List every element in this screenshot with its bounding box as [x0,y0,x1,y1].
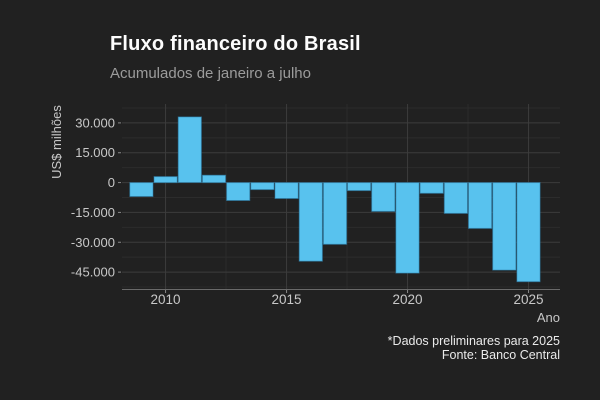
caption-preliminary-note: *Dados preliminares para 2025 [387,334,560,348]
bar-2015 [274,182,299,200]
bar-2019 [371,182,396,212]
bar-2024 [492,182,517,271]
bar-2011 [177,116,202,183]
bar-2025 [516,182,541,283]
bar-2018 [347,182,372,192]
y-tick-label-30000: 30.000 [75,115,115,130]
bar-2020 [395,182,420,274]
bar-2014 [250,182,275,191]
bar-2017 [322,182,348,245]
chart-caption: *Dados preliminares para 2025 Fonte: Ban… [388,334,560,362]
bar-2021 [419,182,444,194]
y-tick-label-15000: 15.000 [75,145,115,160]
caption-source: Fonte: Banco Central [441,348,560,362]
x-tick-label-2020: 2020 [393,292,423,307]
x-tick-label-2015: 2015 [272,292,302,307]
x-axis-title: Ano [536,310,560,325]
chart-title: Fluxo financeiro do Brasil [110,33,361,55]
bar-2016 [298,182,323,262]
y-tick-label--45000: -45.000 [71,265,115,280]
x-tick-label-2010: 2010 [151,292,181,307]
y-tick-label--30000: -30.000 [71,235,115,250]
x-tick-label-2025: 2025 [514,292,544,307]
bar-2009 [129,182,154,198]
bar-2022 [443,182,468,214]
y-tick-label-0: 0 [108,175,115,190]
chart-subtitle: Acumulados de janeiro a julho [110,65,311,82]
y-tick-label--15000: -15.000 [71,205,115,220]
bar-2010 [153,176,178,184]
bar-2013 [226,182,251,202]
bar-2012 [201,174,227,184]
bar-2023 [468,182,493,229]
